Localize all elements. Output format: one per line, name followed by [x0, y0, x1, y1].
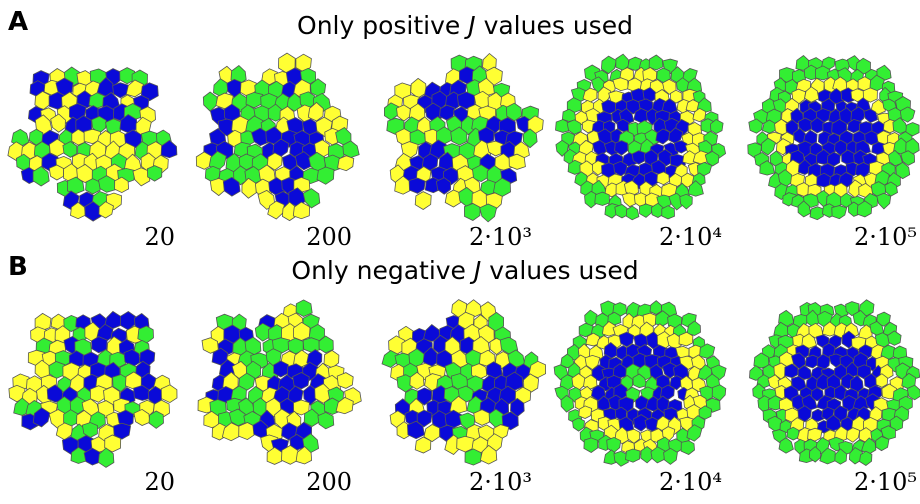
cell — [480, 204, 497, 222]
cell-cluster — [198, 300, 361, 465]
cell — [584, 438, 598, 453]
cell — [640, 204, 653, 217]
cell — [409, 178, 425, 193]
time-label: 200 — [306, 468, 352, 496]
time-label: 2·10³ — [469, 223, 532, 251]
cell — [296, 300, 312, 317]
cell — [679, 332, 693, 346]
figure: A Only positive J values used 20 200 2·10³ 2·… — [0, 0, 920, 504]
cell — [203, 92, 217, 111]
cell-cluster — [750, 300, 920, 466]
cell — [465, 449, 481, 465]
cell-cluster — [748, 56, 919, 220]
time-label: 2·10⁵ — [854, 223, 917, 251]
cell — [847, 428, 860, 443]
title-part: Only positive — [297, 11, 468, 40]
cell — [337, 373, 353, 389]
cell-cluster — [9, 311, 177, 467]
title-part: Only negative — [291, 256, 474, 285]
cell — [607, 437, 621, 452]
title-part: values used — [476, 11, 633, 40]
cell — [877, 193, 891, 209]
time-label: 20 — [144, 223, 175, 251]
cell — [338, 156, 354, 171]
cell — [657, 172, 670, 185]
cell — [86, 179, 101, 194]
cell-cluster — [8, 67, 177, 221]
cell — [49, 165, 63, 180]
cell — [712, 385, 726, 401]
cell — [810, 207, 824, 220]
cell — [303, 338, 320, 353]
cell — [662, 206, 675, 219]
cell — [464, 204, 480, 221]
cell — [832, 206, 847, 219]
cell — [318, 412, 334, 428]
time-label: 20 — [144, 468, 175, 496]
cell — [397, 105, 411, 121]
time-label: 200 — [306, 223, 352, 251]
cell-cluster — [384, 54, 543, 222]
cell — [680, 194, 693, 209]
cell — [415, 192, 431, 210]
time-label: 2·10³ — [469, 468, 532, 496]
cell — [415, 437, 431, 453]
title-part: values used — [481, 256, 638, 285]
cell — [317, 167, 334, 184]
panel-title: Only negative J values used — [291, 256, 638, 285]
cell-cluster — [382, 300, 546, 466]
cell — [343, 141, 359, 158]
cell-cluster — [556, 54, 726, 220]
cell — [474, 410, 490, 426]
cell-cluster — [554, 301, 726, 467]
time-label: 2·10⁴ — [659, 468, 722, 496]
cell — [573, 418, 585, 431]
cell — [595, 192, 610, 205]
panel-label: A — [8, 7, 28, 37]
cell — [274, 361, 289, 377]
time-label: 2·10⁴ — [659, 223, 722, 251]
panel-title: Only positive J values used — [297, 11, 633, 40]
cell-cluster — [196, 53, 359, 221]
cell — [161, 385, 177, 403]
cell — [681, 441, 694, 455]
panel-label: B — [8, 252, 28, 282]
cell — [626, 206, 639, 220]
time-label: 2·10⁵ — [854, 468, 917, 496]
cell — [626, 449, 641, 462]
